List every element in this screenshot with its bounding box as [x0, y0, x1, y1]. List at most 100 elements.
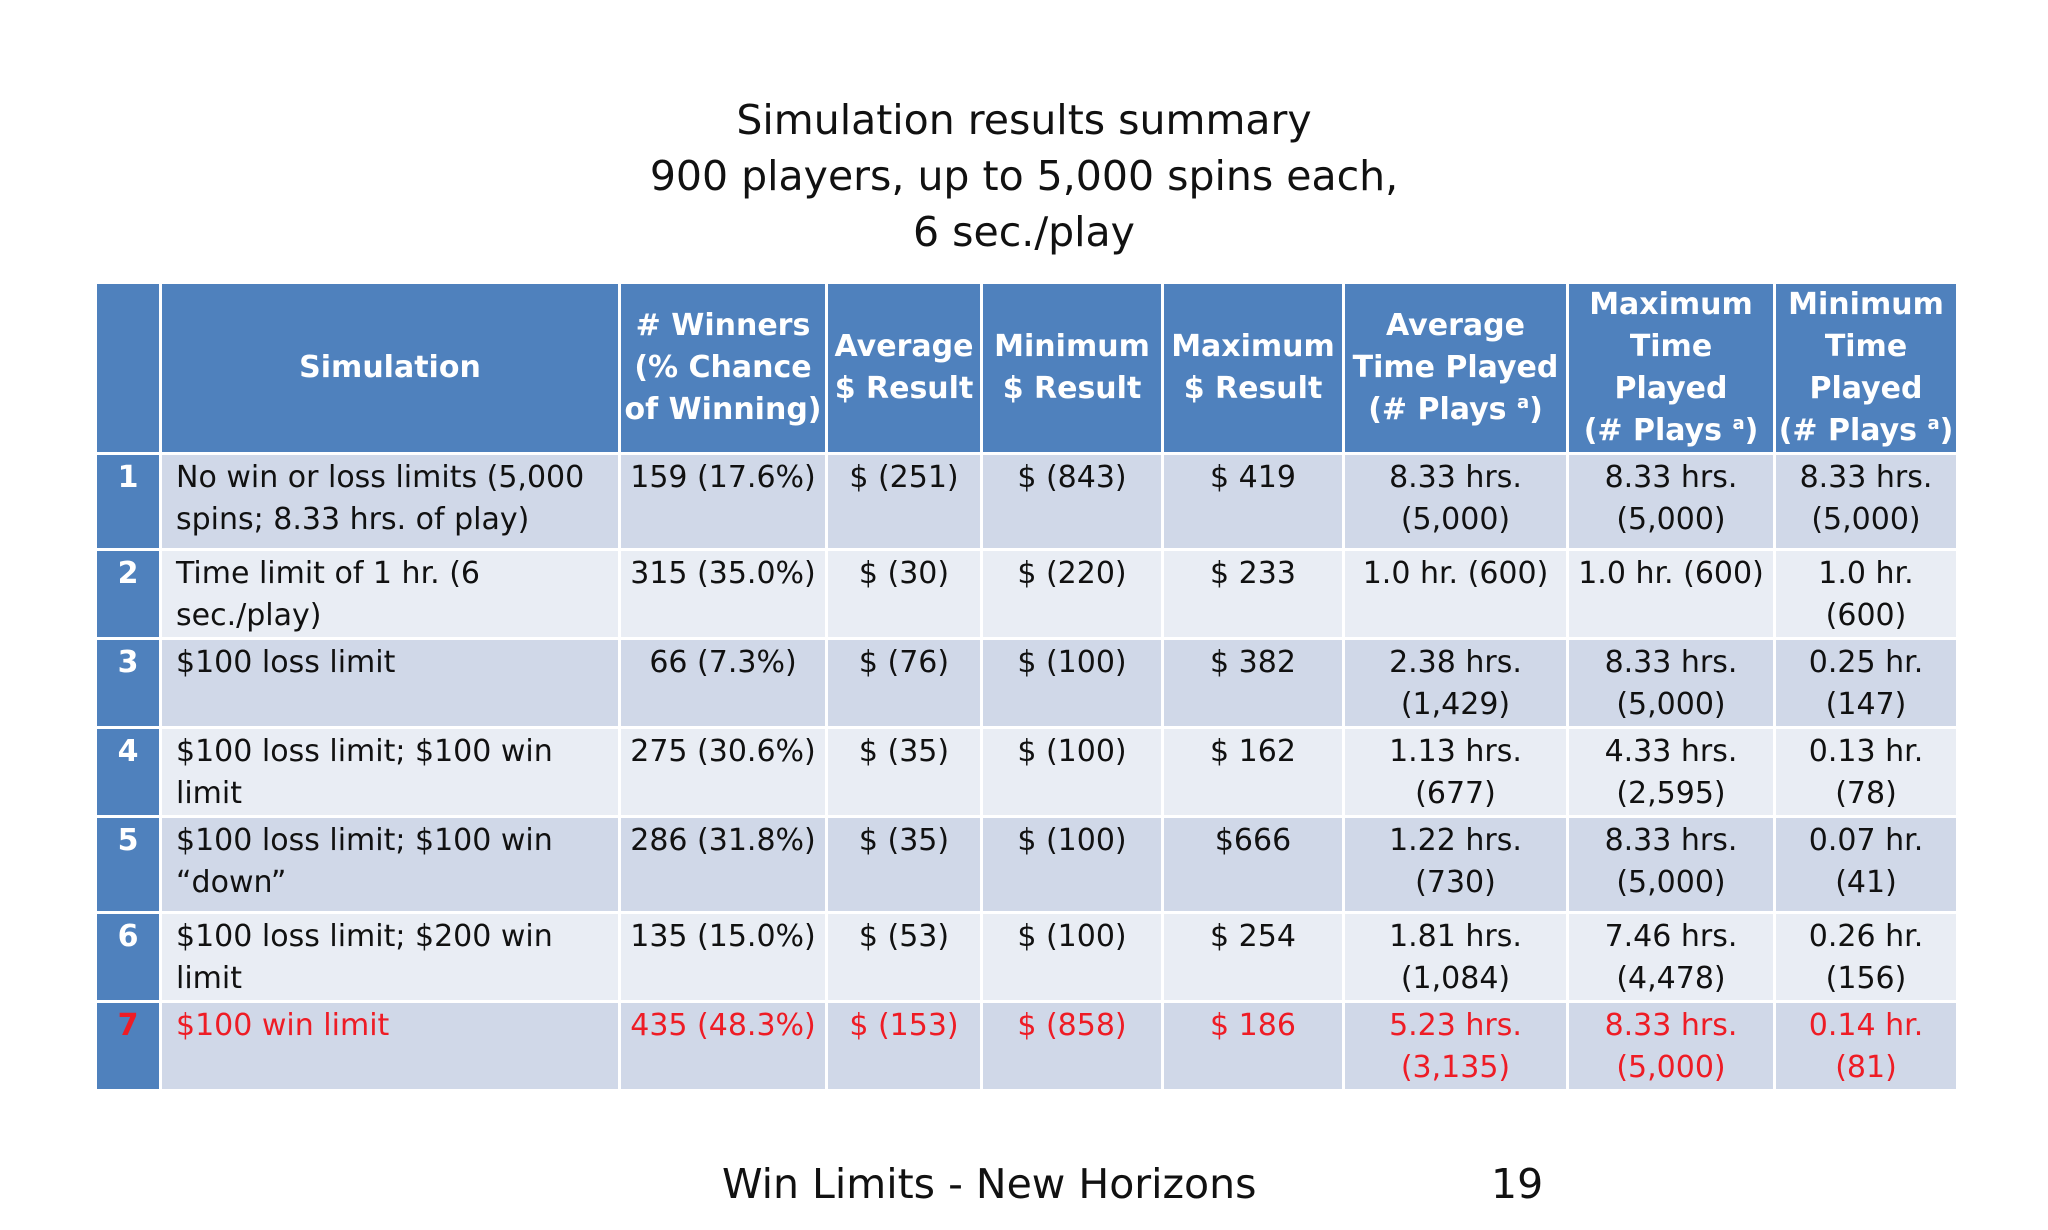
header-average-time: Average Time Played (# Plays a)	[1342, 281, 1569, 455]
header-row-number	[94, 281, 162, 455]
header-line: Average	[834, 329, 974, 364]
header-line-text: (# Plays	[1583, 413, 1722, 448]
maximum-time-cell: 8.33 hrs. (5,000)	[1566, 1000, 1776, 1092]
header-line: Maximum	[1171, 329, 1335, 364]
header-line: $ Result	[834, 371, 974, 406]
minimum-time-cell: 8.33 hrs. (5,000)	[1773, 452, 1959, 551]
header-minimum-result: Minimum $ Result	[980, 281, 1164, 455]
header-minimum-time: Minimum Time Played (# Plays a)	[1773, 281, 1959, 455]
header-line: Played	[1809, 371, 1923, 406]
maximum-time-cell: 8.33 hrs. (5,000)	[1566, 452, 1776, 551]
winners-cell: 275 (30.6%)	[618, 726, 828, 818]
header-line-tail: )	[1744, 413, 1759, 448]
maximum-result-cell: $ 419	[1161, 452, 1345, 551]
table-body: 1 No win or loss limits (5,000 spins; 8.3…	[94, 452, 1959, 1092]
maximum-result-cell: $ 162	[1161, 726, 1345, 818]
maximum-time-cell: 8.33 hrs. (5,000)	[1566, 637, 1776, 729]
header-line: Time Played	[1352, 350, 1559, 385]
row-number: 4	[94, 726, 162, 818]
minimum-result-cell: $ (100)	[980, 815, 1164, 914]
winners-cell: 435 (48.3%)	[618, 1000, 828, 1092]
header-line: $ Result	[1002, 371, 1142, 406]
simulation-cell: $100 win limit	[159, 1000, 621, 1092]
header-maximum-result: Maximum $ Result	[1161, 281, 1345, 455]
average-result-cell: $ (76)	[825, 637, 983, 729]
minimum-time-cell: 1.0 hr. (600)	[1773, 548, 1959, 640]
minimum-time-cell: 0.07 hr. (41)	[1773, 815, 1959, 914]
average-time-cell: 1.81 hrs. (1,084)	[1342, 911, 1569, 1003]
header-winners: # Winners (% Chance of Winning)	[618, 281, 828, 455]
header-line-tail: )	[1939, 413, 1954, 448]
title-line-1: Simulation results summary	[736, 96, 1312, 144]
simulation-cell: $100 loss limit; $100 win limit	[159, 726, 621, 818]
winners-cell: 135 (15.0%)	[618, 911, 828, 1003]
maximum-result-cell: $ 382	[1161, 637, 1345, 729]
minimum-result-cell: $ (100)	[980, 637, 1164, 729]
row-number: 6	[94, 911, 162, 1003]
simulation-cell: $100 loss limit	[159, 637, 621, 729]
title-line-2: 900 players, up to 5,000 spins each,	[649, 152, 1399, 200]
header-line: Minimum	[994, 329, 1150, 364]
header-line: $ Result	[1183, 371, 1323, 406]
winners-cell: 315 (35.0%)	[618, 548, 828, 640]
maximum-result-cell: $ 233	[1161, 548, 1345, 640]
maximum-result-cell: $ 254	[1161, 911, 1345, 1003]
winners-cell: 286 (31.8%)	[618, 815, 828, 914]
maximum-time-cell: 1.0 hr. (600)	[1566, 548, 1776, 640]
maximum-time-cell: 7.46 hrs. (4,478)	[1566, 911, 1776, 1003]
simulation-cell: $100 loss limit; $100 win “down”	[159, 815, 621, 914]
maximum-result-cell: $ 186	[1161, 1000, 1345, 1092]
table-row: 6 $100 loss limit; $200 win limit 135 (15.…	[94, 911, 1959, 1003]
average-time-cell: 1.0 hr. (600)	[1342, 548, 1569, 640]
table-row: 2 Time limit of 1 hr. (6 sec./play) 315 (3…	[94, 548, 1959, 640]
maximum-time-cell: 4.33 hrs. (2,595)	[1566, 726, 1776, 818]
header-line: Maximum	[1589, 287, 1753, 322]
header-row: Simulation # Winners (% Chance of Winning) A…	[94, 281, 1959, 455]
header-line: (# Plays a)	[1778, 410, 1955, 451]
header-line: Time	[1824, 329, 1908, 364]
footer-title: Win Limits - New Horizons	[722, 1160, 1257, 1208]
page-number: 19	[1491, 1160, 1544, 1208]
average-time-cell: 1.22 hrs. (730)	[1342, 815, 1569, 914]
header-line: Simulation	[299, 350, 481, 385]
minimum-result-cell: $ (100)	[980, 726, 1164, 818]
header-line-tail: )	[1529, 392, 1543, 427]
row-number: 7	[94, 1000, 162, 1092]
minimum-time-cell: 0.13 hr. (78)	[1773, 726, 1959, 818]
footnote-marker: a	[1732, 413, 1745, 434]
header-line: (% Chance	[634, 350, 812, 385]
row-number: 3	[94, 637, 162, 729]
minimum-result-cell: $ (858)	[980, 1000, 1164, 1092]
minimum-time-cell: 0.14 hr. (81)	[1773, 1000, 1959, 1092]
table-row: 7 $100 win limit 435 (48.3%) $ (153) $ (858)…	[94, 1000, 1959, 1092]
table-row: 4 $100 loss limit; $100 win limit 275 (30.…	[94, 726, 1959, 818]
header-line: of Winning)	[624, 392, 822, 427]
header-line: # Winners	[635, 308, 811, 343]
header-average-result: Average $ Result	[825, 281, 983, 455]
table-row: 5 $100 loss limit; $100 win “down” 286 (31…	[94, 815, 1959, 914]
average-time-cell: 5.23 hrs. (3,135)	[1342, 1000, 1569, 1092]
header-simulation: Simulation	[159, 281, 621, 455]
minimum-result-cell: $ (100)	[980, 911, 1164, 1003]
header-line: (# Plays a)	[1571, 410, 1772, 451]
header-line: (# Plays a)	[1347, 389, 1565, 431]
average-time-cell: 2.38 hrs. (1,429)	[1342, 637, 1569, 729]
minimum-time-cell: 0.26 hr. (156)	[1773, 911, 1959, 1003]
results-table: Simulation # Winners (% Chance of Winning) A…	[94, 281, 1959, 1092]
average-result-cell: $ (53)	[825, 911, 983, 1003]
average-result-cell: $ (30)	[825, 548, 983, 640]
average-result-cell: $ (153)	[825, 1000, 983, 1092]
title-line-3: 6 sec./play	[913, 208, 1135, 256]
table-row: 3 $100 loss limit 66 (7.3%) $ (76) $ (100) $ …	[94, 637, 1959, 729]
average-result-cell: $ (35)	[825, 726, 983, 818]
simulation-cell: Time limit of 1 hr. (6 sec./play)	[159, 548, 621, 640]
average-time-cell: 1.13 hrs. (677)	[1342, 726, 1569, 818]
header-line: Time	[1629, 329, 1713, 364]
row-number: 1	[94, 452, 162, 551]
minimum-result-cell: $ (843)	[980, 452, 1164, 551]
header-line-text: (# Plays	[1368, 392, 1507, 427]
header-line: Average	[1386, 308, 1525, 343]
footnote-marker: a	[1927, 413, 1940, 434]
row-number: 5	[94, 815, 162, 914]
header-line: Played	[1614, 371, 1728, 406]
